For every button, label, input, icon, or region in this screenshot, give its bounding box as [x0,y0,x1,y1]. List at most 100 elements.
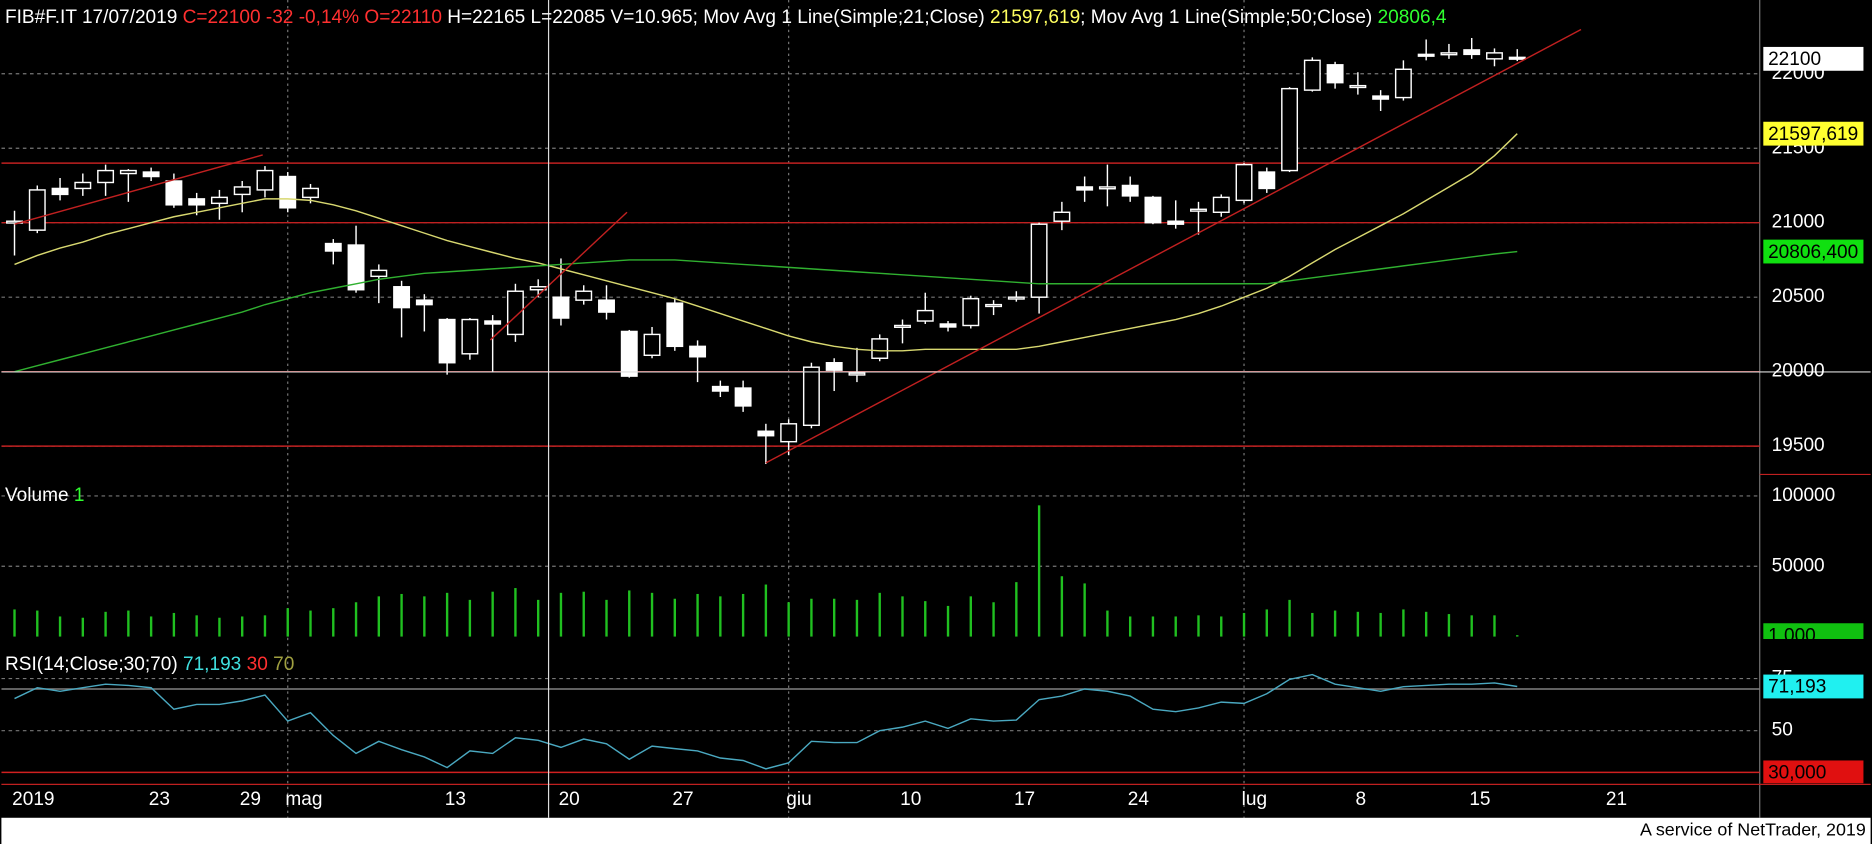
plot [1,0,1760,818]
candle-body [711,385,729,392]
y-tick-label: 100000 [1772,485,1836,506]
candle-body [256,169,274,191]
candle-body [1098,186,1116,190]
volume-bar [468,599,472,637]
volume-bar [582,591,585,637]
title-part: Volume [5,485,74,506]
last-labels: 1,000 [1763,623,1864,639]
x-tick-label: giu [786,789,811,810]
volume-bar [423,596,426,637]
candle-body [1121,184,1139,197]
candle-body [916,309,934,322]
candle-body [1326,64,1344,84]
candle-body [1486,52,1503,60]
last-value-box [1763,760,1864,784]
volume-bar [1288,599,1291,637]
volume-bar [650,592,654,637]
volume-bar [992,602,995,637]
x-tick-label: lug [1242,789,1267,810]
volume-bar [946,605,950,637]
candle-body [279,175,297,209]
volume-bar [628,590,631,637]
candle-body [461,318,479,355]
last-value-box [1763,121,1864,146]
volume-bar [172,612,176,637]
candle-body [666,302,684,348]
panel [1,673,1760,774]
candle-body [233,186,251,196]
last-labels: 22100 21597,619 20806,400 [1763,46,1864,264]
candle-body [188,198,206,206]
volume-bar [1083,583,1086,637]
candle-body [142,171,160,178]
volume-bar [218,617,221,637]
title-part: C=22100 -32 -0,14% O=22110 [183,7,442,28]
volume-bar [58,616,62,637]
candle-body [1508,56,1526,60]
title-part: H=22165 L=22085 V=10.965 [442,7,693,28]
volume-bar [1311,612,1314,637]
last-value-label: 30,000 [1768,763,1826,784]
volume-bar [537,599,540,637]
volume-bar [924,601,927,637]
y-tick-label: 19500 [1772,435,1825,456]
volume-bar [1424,611,1428,637]
volume-bar [1242,612,1246,637]
volume-bar [377,596,381,637]
candle-body [871,338,889,359]
volume-bar [514,588,517,637]
candle-body [1440,52,1458,56]
panel-title: RSI(14;Close;30;70) 71,193 30 70 [5,654,294,675]
volume-bar [696,593,699,637]
volume-bar [1197,615,1200,637]
rsi-line [14,673,1518,770]
volume-bar [1015,582,1018,637]
y-tick-label: 20000 [1772,361,1825,382]
y-tick-label: 21000 [1772,212,1825,233]
volume-bar [1128,616,1132,637]
last-value-label: 22100 [1768,49,1821,70]
candle-body [302,187,319,199]
volume-bar [263,615,267,637]
panel [1,28,1760,465]
volume-bar [13,609,16,637]
candle-body [1212,196,1230,213]
candle-body [347,244,365,291]
candle-body [119,169,137,175]
volume-bar [81,617,85,637]
last-labels: 71,193 30,000 [1763,674,1864,784]
candle-body [1303,59,1321,91]
trend-line [14,154,263,225]
candle-body [165,180,183,206]
x-tick-label: 20 [559,789,580,810]
volume-bar [1151,616,1155,637]
trend-line [489,211,628,341]
candle-body [1349,84,1367,89]
x-tick-label: 24 [1128,789,1150,810]
candle-body [51,187,69,196]
volume-bar [1402,609,1405,637]
y-tick-label: 20500 [1772,286,1825,307]
candle-body [1076,186,1094,191]
candle-body [28,189,46,231]
candle-body [689,345,707,358]
last-value-box [1763,46,1864,71]
moving-average [14,133,1518,352]
volume-bar [332,608,335,637]
volume-bar [969,596,972,637]
volume-bar [1220,616,1223,637]
candle-body [734,387,752,407]
volume-bar [149,616,153,637]
volume-bar [354,602,358,637]
volume-bar [764,584,768,637]
panel [1,495,1760,637]
candle-body [484,320,502,325]
x-tick-label: 27 [672,789,693,810]
candle-body [1053,211,1071,222]
candle-body [393,286,411,309]
candle-body [780,423,798,443]
title-part: RSI(14;Close;30;70) [5,654,183,675]
candle-body [598,299,615,313]
